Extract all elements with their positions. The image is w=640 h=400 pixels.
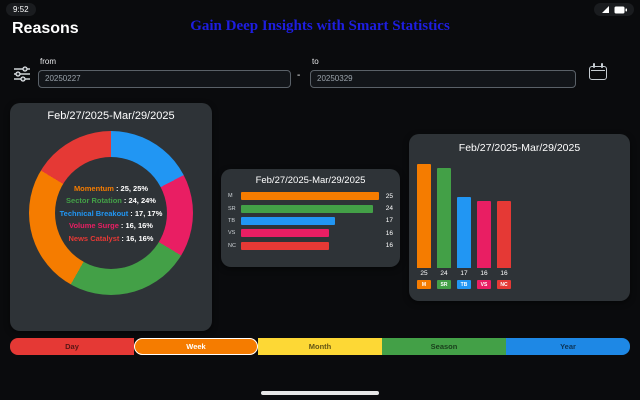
vbar-value: 17	[460, 270, 468, 277]
to-date-input[interactable]	[310, 69, 576, 88]
hbar[interactable]	[241, 241, 330, 250]
to-date-field: to	[310, 57, 576, 88]
vbar-value: 16	[500, 270, 508, 277]
from-label: from	[40, 57, 56, 66]
vbar[interactable]	[477, 201, 491, 268]
insights-heading: Gain Deep Insights with Smart Statistics	[190, 18, 450, 34]
legend-label: Volume Surge	[69, 221, 119, 230]
hbar-value: 16	[385, 242, 393, 250]
vbar-value: 25	[420, 270, 428, 277]
vbar-chart	[417, 164, 513, 268]
tab-year[interactable]: Year	[506, 338, 630, 355]
vbar[interactable]	[417, 164, 431, 268]
legend-row: Momentum : 25, 25%	[74, 184, 148, 193]
vbar-value: 24	[440, 270, 448, 277]
vbar-value: 16	[480, 270, 488, 277]
vbar-labels: M SR TB VS NC	[417, 280, 511, 289]
hbar-track	[241, 192, 379, 201]
calendar-line	[591, 70, 605, 71]
vbar-label-chip: M	[417, 280, 431, 289]
period-tabs: Day Week Month Season Year	[10, 338, 630, 355]
vbar-values: 25 24 17 16 16	[417, 270, 511, 277]
pie-chart-card: Feb/27/2025-Mar/29/2025 Momentum : 25, 2…	[10, 103, 212, 331]
legend-value: : 24, 24%	[123, 196, 156, 205]
donut-legend: Momentum : 25, 25% Sector Rotation : 24,…	[55, 157, 167, 269]
battery-icon	[614, 6, 627, 13]
calendar-body	[589, 66, 607, 80]
hbar-row: TB 17	[228, 215, 393, 227]
donut-chart[interactable]: Momentum : 25, 25% Sector Rotation : 24,…	[29, 131, 193, 295]
legend-value: : 16, 16%	[120, 221, 153, 230]
vbar-label-chip: NC	[497, 280, 511, 289]
from-date-input[interactable]	[38, 69, 291, 88]
legend-label: Technical Breakout	[59, 208, 129, 218]
hbar-track	[241, 204, 379, 213]
hbar-value: 17	[385, 217, 393, 225]
clock-text: 9:52	[13, 5, 29, 14]
tab-day[interactable]: Day	[10, 338, 134, 355]
hbar[interactable]	[241, 192, 379, 201]
home-indicator[interactable]	[261, 391, 379, 395]
vbar-chart-card: Feb/27/2025-Mar/29/2025 25 24 17 16 16 M…	[409, 134, 630, 301]
legend-value: : 25, 25%	[115, 183, 149, 193]
hbar-chart: M 25 SR 24 TB 17 VS 16 NC 16	[221, 190, 400, 252]
hbar-card-title: Feb/27/2025-Mar/29/2025	[255, 175, 366, 186]
legend-row: Volume Surge : 16, 16%	[69, 221, 153, 230]
vbar-label-chip: TB	[457, 280, 471, 289]
hbar-row: VS 16	[228, 227, 393, 239]
vbar-label-chip: VS	[477, 280, 491, 289]
page-title: Reasons	[12, 20, 79, 37]
calendar-icon[interactable]	[589, 63, 607, 80]
hbar-category: VS	[228, 230, 236, 237]
hbar-value: 24	[385, 205, 393, 213]
hbar-track	[241, 216, 379, 225]
legend-label: Sector Rotation	[66, 196, 122, 205]
signal-icon	[602, 6, 609, 13]
hbar-category: M	[228, 193, 233, 200]
calendar-pin	[601, 63, 603, 68]
hbar-track	[241, 241, 379, 250]
legend-row: Technical Breakout : 17, 17%	[60, 209, 163, 218]
legend-label: News Catalyst	[68, 233, 120, 243]
hbar-row: NC 16	[228, 240, 393, 252]
legend-value: : 17, 17%	[130, 208, 163, 218]
hbar-category: TB	[228, 217, 236, 224]
tab-week[interactable]: Week	[134, 338, 258, 355]
status-icons-pill	[594, 3, 634, 16]
vbar-card-title: Feb/27/2025-Mar/29/2025	[458, 142, 581, 154]
hbar[interactable]	[241, 229, 330, 238]
legend-value: : 16, 16%	[121, 233, 154, 243]
legend-row: News Catalyst : 16, 16%	[69, 234, 154, 243]
tab-month[interactable]: Month	[258, 338, 382, 355]
hbar-value: 16	[385, 229, 393, 237]
hbar[interactable]	[241, 204, 374, 213]
vbar[interactable]	[437, 168, 451, 268]
vbar-label-chip: SR	[437, 280, 451, 289]
sliders-icon[interactable]	[13, 66, 31, 82]
hbar-track	[241, 229, 379, 238]
to-label: to	[312, 57, 319, 66]
from-date-field: from	[38, 57, 291, 88]
hbar-category: SR	[228, 205, 236, 212]
tab-season[interactable]: Season	[382, 338, 506, 355]
hbar-row: M 25	[228, 190, 393, 202]
calendar-pin	[593, 63, 595, 68]
hbar[interactable]	[241, 216, 335, 225]
vbar[interactable]	[497, 201, 511, 268]
legend-row: Sector Rotation : 24, 24%	[66, 196, 156, 205]
hbar-value: 25	[385, 192, 393, 200]
hbar-category: NC	[228, 242, 236, 249]
pie-card-title: Feb/27/2025-Mar/29/2025	[47, 110, 175, 122]
vbar[interactable]	[457, 197, 471, 268]
hbar-row: SR 24	[228, 202, 393, 214]
hbar-chart-card: Feb/27/2025-Mar/29/2025 M 25 SR 24 TB 17…	[221, 169, 400, 267]
legend-label: Momentum	[73, 183, 114, 193]
status-time-pill: 9:52	[6, 3, 36, 16]
range-separator: -	[297, 70, 301, 81]
